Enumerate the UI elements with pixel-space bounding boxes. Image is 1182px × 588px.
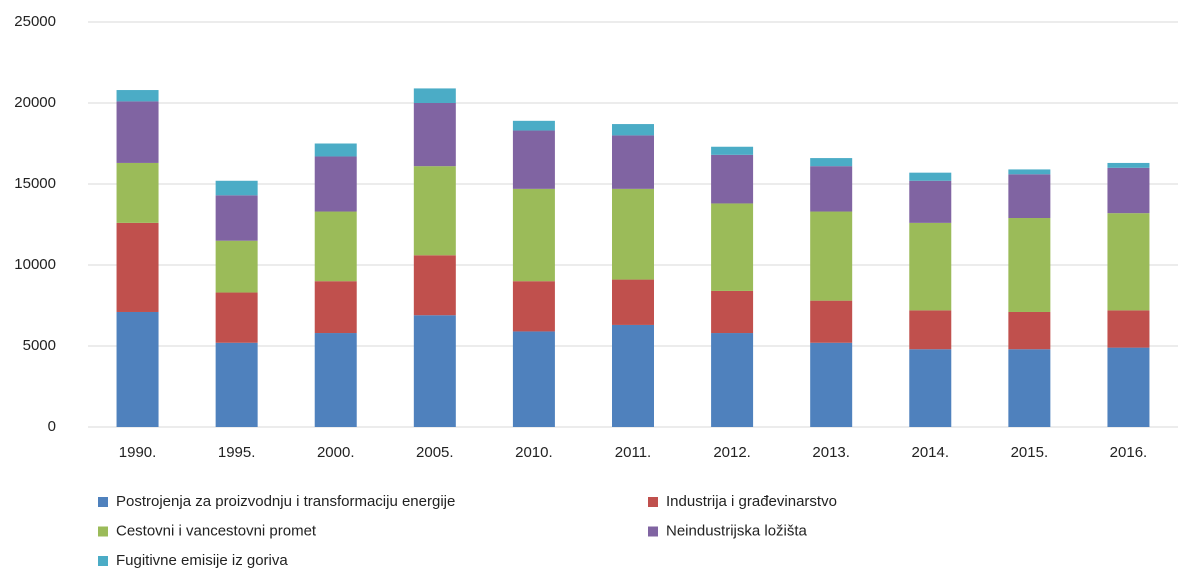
x-tick-label: 1990. <box>119 444 157 461</box>
bar-segment <box>1008 174 1051 219</box>
bar-segment <box>413 166 456 256</box>
bar-segment <box>116 222 159 312</box>
bar-segment <box>909 349 952 427</box>
bar-segment <box>314 143 357 157</box>
legend-swatch <box>98 526 108 537</box>
legend-label: Industrija i građevinarstvo <box>666 493 837 510</box>
x-tick-label: 2016. <box>1110 444 1148 461</box>
bar-segment <box>116 162 159 223</box>
bar-segment <box>612 135 654 189</box>
bar-segment <box>711 154 754 204</box>
bar-segment <box>1008 349 1051 427</box>
x-tick-label: 2014. <box>911 444 949 461</box>
legend-swatch <box>98 556 108 566</box>
x-tick-label: 2011. <box>615 444 651 461</box>
x-tick-label: 1995. <box>218 444 256 461</box>
bar-segment <box>810 211 853 301</box>
legend-swatch <box>98 497 108 507</box>
bar-segment <box>711 290 754 334</box>
x-tick-label: 2005. <box>416 444 454 461</box>
bar-segment <box>1107 167 1150 214</box>
y-tick-label: 20000 <box>14 94 56 111</box>
bar-segment <box>314 281 357 334</box>
legend-label: Neindustrijska ložišta <box>666 522 808 539</box>
bar-segment <box>612 188 654 280</box>
legend-swatch <box>648 497 658 507</box>
bar-segment <box>612 324 654 427</box>
bar-segment <box>1107 213 1150 311</box>
bar-segment <box>314 333 357 427</box>
bar-segment <box>314 156 357 212</box>
bar-segment <box>215 180 258 196</box>
bar-segment <box>116 311 159 427</box>
x-tick-label: 2000. <box>317 444 355 461</box>
x-tick-label: 2010. <box>515 444 553 461</box>
y-tick-label: 10000 <box>14 256 56 273</box>
bar-segment <box>909 180 952 223</box>
bar-segment <box>909 172 952 181</box>
bar-segment <box>1008 169 1051 175</box>
bar-segment <box>1107 162 1150 168</box>
bar-segment <box>909 310 952 350</box>
legend-label: Postrojenja za proizvodnju i transformac… <box>116 493 455 510</box>
bar-segment <box>1008 218 1051 312</box>
bar-segment <box>215 292 258 343</box>
bar-segment <box>215 342 258 427</box>
bar-segment <box>1008 311 1051 350</box>
bar-segment <box>215 195 258 241</box>
bar-segment <box>512 188 555 282</box>
y-tick-label: 5000 <box>23 337 56 354</box>
legend-swatch <box>648 526 658 537</box>
x-tick-label: 2012. <box>713 444 751 461</box>
bar-segment <box>413 315 456 427</box>
bar-segment <box>810 300 853 343</box>
bar-segment <box>711 203 754 291</box>
bar-segment <box>612 124 654 136</box>
bar-segment <box>512 281 555 332</box>
bar-segment <box>512 331 555 427</box>
legend-label: Cestovni i vancestovni promet <box>116 522 317 539</box>
legend-label: Fugitivne emisije iz goriva <box>116 552 288 569</box>
bar-segment <box>116 90 159 102</box>
bar-segment <box>810 342 853 427</box>
bar-segment <box>116 101 159 163</box>
bar-segment <box>1107 310 1150 348</box>
y-tick-label: 0 <box>48 418 56 435</box>
bar-segment <box>1107 347 1150 427</box>
bar-segment <box>512 120 555 131</box>
bar-segment <box>413 88 456 103</box>
x-tick-label: 2013. <box>812 444 850 461</box>
bar-segment <box>413 255 456 316</box>
y-tick-label: 25000 <box>14 13 56 30</box>
bar-segment <box>810 166 853 212</box>
y-tick-label: 15000 <box>14 175 56 192</box>
bar-segment <box>909 222 952 311</box>
bar-segment <box>314 211 357 282</box>
bar-segment <box>612 279 654 325</box>
bar-segment <box>810 158 853 167</box>
bar-segment <box>215 240 258 293</box>
bar-segment <box>711 333 754 427</box>
x-tick-label: 2015. <box>1011 444 1049 461</box>
bar-segment <box>512 130 555 189</box>
bar-segment <box>711 146 754 155</box>
bar-segment <box>413 103 456 167</box>
